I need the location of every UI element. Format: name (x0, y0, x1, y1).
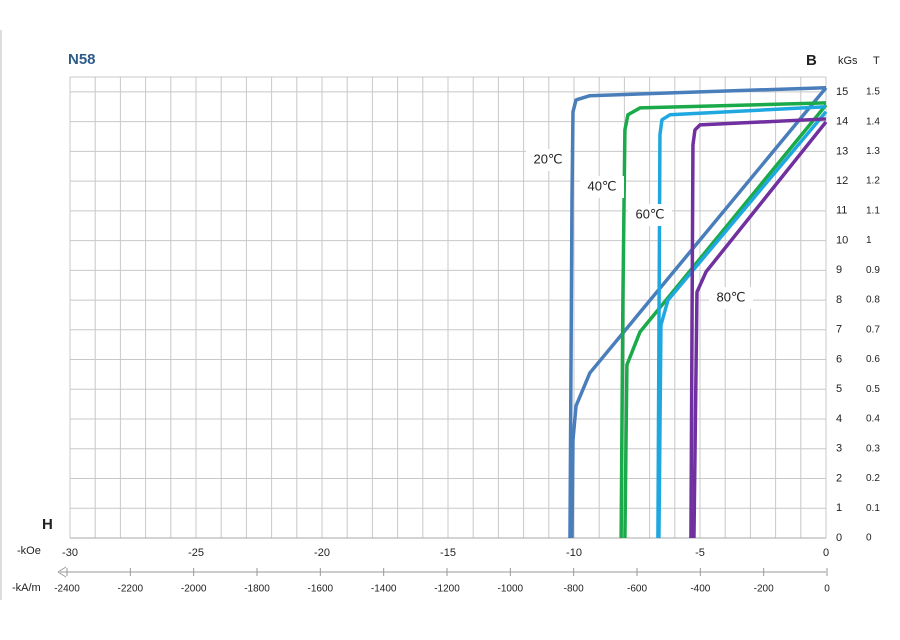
x2-tick-label: -1400 (371, 584, 397, 595)
x-tick-label: 0 (823, 547, 829, 559)
curve-label-box (526, 149, 570, 171)
y2-tick-label: 1 (866, 235, 872, 246)
normal-curve (570, 86, 828, 539)
curve-label: 60℃ (635, 206, 664, 221)
y2-tick-label: 1.4 (866, 116, 880, 127)
y2-tick-label: 0.1 (866, 503, 880, 514)
y2-tick-label: 0.6 (866, 354, 880, 365)
normal-curve (657, 110, 828, 539)
intrinsic-curve (568, 85, 827, 539)
y2-tick-label: 1.3 (866, 146, 880, 157)
x2-tick-label: -1000 (498, 584, 524, 595)
x2-tick-label: -2000 (181, 584, 207, 595)
y-tick-label: 9 (836, 264, 842, 276)
x2-tick-label: -1200 (434, 584, 460, 595)
x2-axis-arrow (57, 566, 67, 578)
x2-tick-label: -1800 (244, 584, 270, 595)
y2-tick-label: 0.2 (866, 473, 880, 484)
y2-tick-label: 0.7 (866, 324, 880, 335)
x-tick-label: -25 (188, 547, 204, 559)
x2-unit: -kA/m (12, 582, 41, 594)
y2-tick-label: 1.1 (866, 205, 880, 216)
y2-tick-label: 0 (866, 533, 872, 544)
intrinsic-curve (656, 104, 827, 539)
curve-label-box (580, 176, 624, 198)
curve-label-box (628, 204, 672, 226)
curve-label: 80℃ (716, 289, 745, 304)
x2-tick-label: -1600 (308, 584, 334, 595)
y-tick-label: 12 (836, 175, 848, 187)
x2-tick-label: -2400 (54, 584, 80, 595)
y-tick-label: 3 (836, 443, 842, 455)
y-tick-label: 5 (836, 383, 842, 395)
x-axis-label: H (42, 516, 53, 533)
y2-tick-label: 1.5 (866, 87, 880, 98)
x-tick-label: -20 (314, 547, 330, 559)
curve-label: 20℃ (533, 151, 562, 166)
x2-tick-label: -400 (690, 584, 710, 595)
y-tick-label: 6 (836, 353, 842, 365)
curve-label: 40℃ (587, 178, 616, 193)
y-tick-label: 8 (836, 294, 842, 306)
y-tick-label: 7 (836, 324, 842, 336)
chart-title: N58 (68, 51, 96, 68)
x2-tick-label: 0 (824, 584, 830, 595)
y2-tick-label: 0.4 (866, 414, 880, 425)
y-tick-label: 4 (836, 413, 842, 425)
x-tick-label: -10 (566, 547, 582, 559)
x-tick-label: -30 (62, 547, 78, 559)
x-tick-label: -15 (440, 547, 456, 559)
y-tick-label: 13 (836, 145, 848, 157)
y2-tick-label: 0.8 (866, 295, 880, 306)
y-tick-label: 14 (836, 116, 848, 128)
curve-label-box (709, 287, 753, 309)
y-axis-label: B (806, 52, 817, 69)
y-tick-label: 15 (836, 86, 848, 98)
x2-tick-label: -2200 (118, 584, 144, 595)
y2-tick-label: 0.5 (866, 384, 880, 395)
y-tick-label: 10 (836, 234, 848, 246)
y-tick-label: 1 (836, 502, 842, 514)
y2-tick-label: 0.9 (866, 265, 880, 276)
y2-unit: T (873, 55, 880, 67)
x2-tick-label: -800 (564, 584, 584, 595)
y-tick-label: 11 (836, 205, 847, 217)
y2-tick-label: 0.3 (866, 443, 880, 454)
intrinsic-curve (689, 117, 827, 539)
y2-tick-label: 1.2 (866, 176, 880, 187)
x2-tick-label: -600 (627, 584, 647, 595)
normal-curve (623, 103, 828, 539)
x2-tick-label: -200 (754, 584, 774, 595)
intrinsic-curve (619, 101, 827, 539)
y-tick-label: 2 (836, 472, 842, 484)
x-unit: -kOe (17, 545, 41, 557)
normal-curve (692, 120, 828, 539)
x-tick-label: -5 (695, 547, 705, 559)
y-tick-label: 0 (836, 532, 842, 544)
y-unit: kGs (838, 55, 858, 67)
